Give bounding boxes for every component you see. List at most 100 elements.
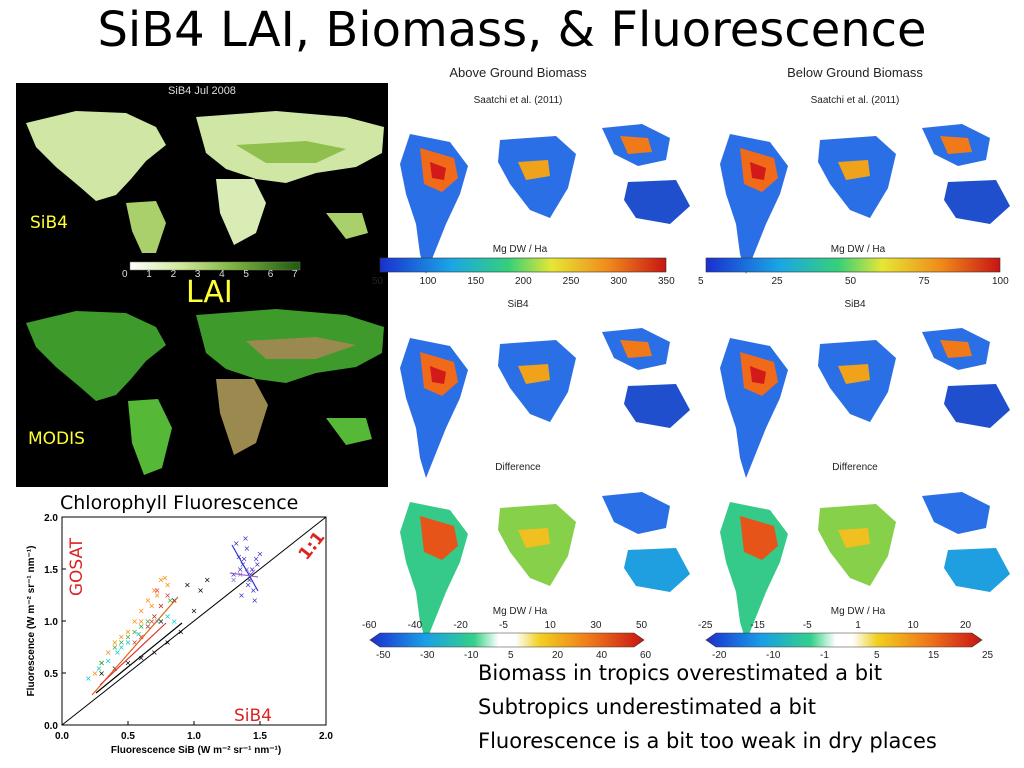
below-diff-tick-label: 10: [907, 620, 919, 631]
below-difference-colorbar: [705, 632, 983, 648]
scatter-point: ×: [151, 612, 158, 621]
above-sib4-label: SiB4: [507, 299, 529, 310]
below-diff-tick-label: -10: [766, 650, 781, 661]
above-ground-title: Above Ground Biomass: [449, 65, 587, 80]
scatter-point: ×: [249, 565, 256, 574]
scatter-point: ×: [138, 633, 145, 642]
lai-maps: [26, 111, 384, 475]
scatter-point: ×: [125, 627, 132, 636]
lai-map-title: SiB4 Jul 2008: [168, 85, 236, 97]
above-diff-tick-label: 30: [590, 620, 602, 631]
scatter-point: ×: [98, 659, 105, 668]
lai-tick-label: 6: [267, 269, 274, 280]
scatter-point: ×: [135, 629, 142, 638]
scatter-point: ×: [131, 627, 138, 636]
below-tick-label: 50: [845, 276, 857, 287]
scatter-point: ×: [230, 570, 237, 579]
above-diff-tick-label: -30: [420, 650, 435, 661]
y-tick-label: 2.0: [44, 513, 58, 524]
sib4-axis-label: SiB4: [234, 706, 272, 726]
sib4-lai-map: [26, 111, 384, 253]
fit-line-red: [99, 622, 167, 686]
below-diff-tick-label: 25: [982, 650, 994, 661]
lai-colorbar: [129, 261, 301, 271]
scatter-point: ×: [144, 596, 151, 605]
one-to-one-line: [61, 516, 327, 726]
scatter-point: ×: [98, 669, 105, 678]
below-diff-ticks-top: -25 -15 -5 1 10 20: [698, 620, 972, 632]
above-diff-tick-label: -5: [499, 620, 508, 631]
scatter-point: ×: [144, 617, 151, 626]
scatter-point: ×: [131, 617, 138, 626]
lai-colorbar-ticks: 0 1 2 3 4 5 6 7: [122, 269, 300, 281]
slide-title: SiB4 LAI, Biomass, & Fluorescence: [97, 2, 927, 58]
scatter-point: ×: [111, 643, 118, 652]
x-tick-label: 1.0: [187, 731, 201, 742]
scatter-point: ×: [118, 643, 125, 652]
above-diff-tick-label: -50: [376, 650, 391, 661]
scatter-point: ×: [154, 586, 161, 595]
fit-line-black: [95, 622, 183, 694]
scatter-point: ×: [233, 539, 240, 548]
below-units-label: Mg DW / Ha: [830, 244, 886, 255]
scatter-point: ×: [96, 664, 103, 673]
one-to-one-label: 1:1: [295, 528, 330, 564]
below-tick-label: 100: [992, 276, 1009, 287]
above-tick-label: 350: [658, 276, 675, 287]
above-diff-tick-label: -60: [362, 620, 377, 631]
y-tick-label: 1.0: [44, 617, 58, 628]
scatter-point: ×: [125, 638, 132, 647]
fluorescence-scatter: ××××××××××××××××××××××××××××××××××××××××…: [26, 513, 333, 756]
scatter-point: ×: [92, 669, 99, 678]
above-tick-label: 200: [515, 276, 532, 287]
summary-bullets: Biomass in tropics overestimated a bit S…: [478, 656, 937, 758]
above-diff-units-label: Mg DW / Ha: [492, 606, 548, 617]
y-tick-label: 1.5: [44, 565, 58, 576]
scatter-point: ×: [247, 570, 254, 579]
lai-center-label: LAI: [186, 275, 233, 310]
below-diff-tick-label: -25: [698, 620, 713, 631]
scatter-point: ×: [125, 633, 132, 642]
above-diff-tick-label: 60: [640, 650, 652, 661]
scatter-point: ×: [98, 659, 105, 668]
below-saatchi-label: Saatchi et al. (2011): [810, 95, 900, 106]
above-diff-ticks-top: -60 -40 -20 -5 10 30 50: [362, 620, 648, 632]
scatter-point: ×: [118, 638, 125, 647]
scatter-point: ×: [251, 596, 258, 605]
scatter-point: ×: [148, 617, 155, 626]
above-tick-label: 300: [610, 276, 628, 287]
below-diff-tick-label: 20: [960, 620, 972, 631]
scatter-point: ×: [154, 591, 161, 600]
scatter-point: ×: [144, 622, 151, 631]
below-difference-label: Difference: [832, 462, 878, 473]
below-diff-ticks-bottom: -20 -10 -1 5 15 25: [712, 650, 994, 662]
lai-tick-label: 5: [243, 269, 249, 280]
scatter-point: ×: [98, 659, 105, 668]
below-diff-tick-label: 15: [928, 650, 940, 661]
below-diff-units-label: Mg DW / Ha: [830, 606, 886, 617]
scatter-point: ×: [243, 544, 250, 553]
lai-tick-label: 1: [146, 269, 152, 280]
below-diff-tick-label: -15: [750, 620, 765, 631]
below-ground-title: Below Ground Biomass: [787, 65, 923, 80]
below-sib4-label: SiB4: [844, 299, 866, 310]
scatter-point: ×: [118, 633, 125, 642]
above-tick-label: 150: [467, 276, 485, 287]
scatter-point: ×: [151, 648, 158, 657]
scatter-ylabel: Fluorescence (W m⁻² sr⁻¹ nm⁻¹): [26, 546, 37, 697]
scatter-point: ×: [254, 560, 261, 569]
scatter-point: ×: [164, 591, 171, 600]
above-diff-tick-label: 50: [636, 620, 648, 631]
scatter-point: ×: [158, 601, 165, 610]
below-diff-tick-label: 1: [855, 620, 861, 631]
lai-sib4-label: SiB4: [30, 213, 68, 233]
below-tick-label: 5: [698, 276, 704, 287]
x-tick-label: 0.0: [55, 731, 69, 742]
x-tick-label: 2.0: [319, 731, 333, 742]
gosat-label: GOSAT: [67, 537, 87, 596]
below-diff-tick-label: -5: [802, 620, 812, 631]
scatter-point: ×: [257, 549, 264, 558]
scatter-point: ×: [164, 581, 171, 590]
above-biomass-colorbar: [379, 257, 667, 273]
scatter-point: ×: [138, 607, 145, 616]
